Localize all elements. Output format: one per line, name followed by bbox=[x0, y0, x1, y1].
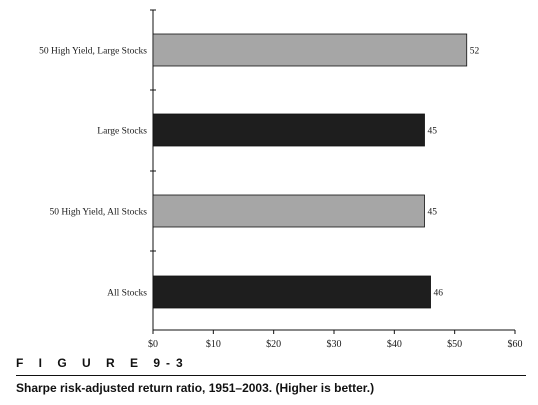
figure-label: F I G U R E 9-3 bbox=[16, 356, 189, 370]
x-tick-label-3: $30 bbox=[327, 339, 342, 350]
category-label-0: 50 High Yield, Large Stocks bbox=[39, 47, 147, 57]
x-tick-label-6: $60 bbox=[508, 339, 523, 350]
x-tick-label-0: $0 bbox=[148, 339, 158, 350]
bar-3 bbox=[152, 275, 431, 309]
bar-0 bbox=[152, 33, 468, 67]
value-label-3: 46 bbox=[434, 289, 444, 299]
value-label-0: 52 bbox=[470, 47, 480, 57]
category-label-1: Large Stocks bbox=[97, 127, 147, 137]
caption-rule bbox=[16, 375, 526, 376]
category-label-3: All Stocks bbox=[107, 289, 147, 299]
category-label-2: 50 High Yield, All Stocks bbox=[49, 208, 147, 218]
x-tick-label-1: $10 bbox=[206, 339, 221, 350]
value-label-2: 45 bbox=[428, 208, 438, 218]
value-label-1: 45 bbox=[428, 127, 438, 137]
bar-2 bbox=[152, 194, 425, 228]
x-tick-label-4: $40 bbox=[387, 339, 402, 350]
bar-chart: $0 $10 $20 $30 $40 $50 $60 50 High Yield, Large… bbox=[39, 9, 523, 350]
x-tick-label-5: $50 bbox=[447, 339, 462, 350]
bar-1 bbox=[152, 113, 425, 147]
x-tick-label-2: $20 bbox=[266, 339, 281, 350]
figure-caption: Sharpe risk-adjusted return ratio, 1951–… bbox=[16, 381, 375, 395]
